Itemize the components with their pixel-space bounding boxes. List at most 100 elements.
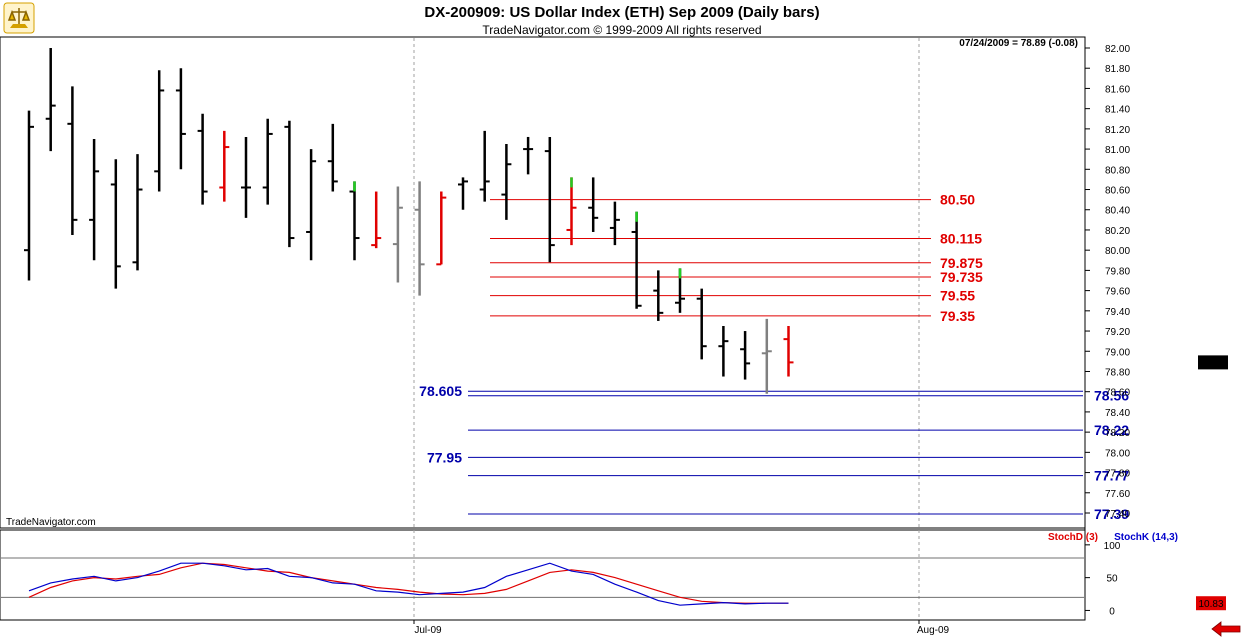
ohlc-bar [132,154,143,271]
ohlc-bar [219,130,230,202]
price-tick-label: 79.00 [1105,347,1130,358]
red-left-arrow-icon[interactable] [1208,620,1245,640]
ohlc-bar [241,136,251,218]
x-axis: Jul-09 Aug-09 [413,620,950,636]
ohlc-bar [371,191,382,249]
logo-icon[interactable] [3,2,35,34]
resistance-label: 79.735 [940,269,983,285]
price-tick-label: 78.80 [1105,367,1130,378]
ohlc-bar [436,191,447,266]
price-tick-label: 77.40 [1105,509,1130,520]
support-label: 77.77 [1094,468,1129,484]
price-tick-label: 81.00 [1105,145,1130,156]
price-tick-label: 79.20 [1105,327,1130,338]
last-price-label: 78.89 [1200,358,1225,369]
price-tick-label: 78.40 [1105,408,1130,419]
ohlc-bar [783,325,794,377]
price-tick-label: 80.80 [1105,165,1130,176]
stoch-tick-label: 0 [1109,606,1115,617]
price-tick-label: 79.80 [1105,266,1130,277]
last-quote-label: 07/24/2009 = 78.89 (-0.08) [959,38,1078,49]
ohlc-bar [631,211,642,309]
resistance-label: 80.115 [940,231,982,247]
resistance-label: 79.35 [940,308,975,324]
ohlc-bar [197,113,208,205]
price-tick-label: 81.60 [1105,84,1130,95]
stoch-layer [1,557,1084,606]
price-axis-panel [1085,37,1245,528]
price-tick-label: 78.60 [1105,388,1130,399]
price-tick-label: 78.00 [1105,448,1130,459]
ohlc-bar [262,118,273,205]
ohlc-bar [479,130,490,202]
ohlc-bar [154,70,165,192]
price-tick-label: 81.80 [1105,64,1130,75]
legend-stoch-d: StochD (3) [1048,532,1098,543]
last-stoch-box [1196,596,1226,611]
resistance-label: 80.50 [940,192,975,208]
support-label: 77.39 [1094,506,1129,522]
ohlc-bar [349,181,360,261]
ohlc-bar [89,138,100,261]
x-tick-label: Jul-09 [414,625,442,636]
x-tick-label: Aug-09 [917,625,950,636]
resistance-label: 79.875 [940,255,983,271]
ohlc-bar [588,177,599,232]
ohlc-bar [110,159,121,289]
ohlc-bar [696,288,707,360]
stoch-tick-label: 50 [1106,574,1118,585]
ohlc-bar [740,331,751,380]
price-tick-label: 81.40 [1105,105,1130,116]
ohlc-bar [67,86,78,236]
ohlc-bar [24,110,34,281]
legend-stoch-k: StochK (14,3) [1114,532,1178,543]
ohlc-bar [392,186,403,283]
price-tick-label: 82.00 [1105,44,1130,55]
price-tick-label: 80.60 [1105,186,1130,197]
ohlc-bar [45,48,56,152]
price-y-axis: 77.40 77.60 77.80 78.00 78.20 78.40 78.60 78.80… [1085,44,1228,520]
support-label: 78.22 [1094,422,1129,438]
ohlc-bar [414,181,425,296]
resistance-label: 79.55 [940,288,975,304]
ohlc-bar [175,68,186,170]
price-tick-label: 77.80 [1105,469,1130,480]
ohlc-bar [306,149,317,261]
stoch-tick-label: 100 [1104,541,1121,552]
ohlc-bar [523,136,534,175]
price-tick-label: 80.00 [1105,246,1130,257]
support-label: 77.95 [427,449,462,465]
price-tick-label: 81.20 [1105,125,1130,136]
ohlc-bar [501,144,512,220]
ohlc-bar [544,136,555,263]
ohlc-bar [458,177,468,210]
grid-layer [413,38,920,619]
ohlc-bar [675,268,685,313]
bars-layer [24,48,794,394]
ohlc-bar [284,120,295,248]
stoch-y-axis: 100 50 0 10.83 [1085,541,1226,617]
last-stoch-label: 10.83 [1198,599,1223,610]
ohlc-bar [718,325,729,377]
price-tick-label: 80.40 [1105,206,1130,217]
ohlc-bar [566,177,577,246]
price-tick-label: 79.60 [1105,287,1130,298]
ohlc-bar [609,201,620,246]
price-tick-label: 78.20 [1105,428,1130,439]
price-tick-label: 77.60 [1105,489,1130,500]
price-tick-label: 79.40 [1105,307,1130,318]
ohlc-bar [761,318,772,394]
chart-subtitle: TradeNavigator.com © 1999-2009 All right… [482,23,761,37]
support-label: 78.605 [419,383,462,399]
price-tick-label: 80.20 [1105,226,1130,237]
last-price-box [1198,355,1228,370]
stoch-k-line [28,562,789,606]
price-panel [0,36,1086,529]
chart-title: DX-200909: US Dollar Index (ETH) Sep 200… [424,4,819,21]
stoch-d-line [28,562,789,604]
support-label: 78.56 [1094,388,1129,404]
ohlc-bar [653,270,664,321]
ohlc-bar [327,123,338,192]
